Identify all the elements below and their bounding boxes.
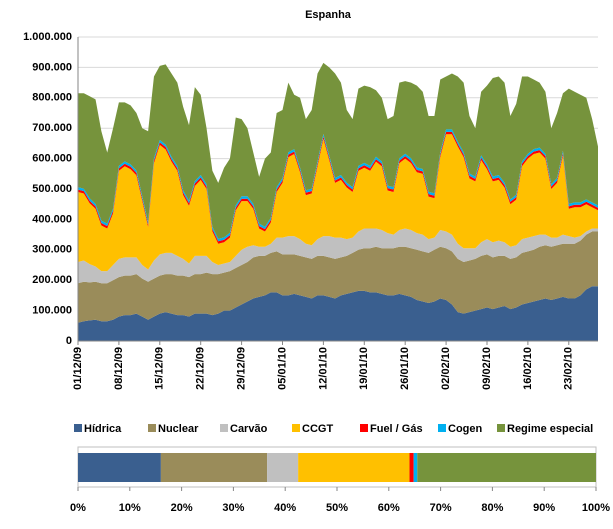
area: [78, 129, 598, 242]
x-tick-label: 08/12/09: [113, 347, 125, 390]
x-tick-label: 70%: [430, 502, 452, 514]
x-tick-label: 09/02/10: [481, 347, 493, 390]
legend-label: CCGT: [302, 423, 333, 435]
legend-swatch: [148, 424, 156, 432]
x-tick-label: 0%: [70, 502, 86, 514]
x-tick-label: 15/12/09: [154, 347, 166, 390]
area: [78, 131, 598, 244]
y-tick-label: 500.000: [32, 183, 72, 195]
bar-segment: [298, 453, 410, 482]
y-tick-label: 100.000: [32, 305, 72, 317]
legend-swatch: [292, 424, 300, 432]
area: [78, 286, 598, 341]
area: [78, 228, 598, 284]
y-tick-label: 900.000: [32, 61, 72, 73]
x-tick-label: 02/02/10: [440, 347, 452, 390]
x-tick-label: 29/12/09: [236, 347, 248, 390]
legend-label: Fuel / Gás: [370, 423, 423, 435]
x-tick-label: 30%: [222, 502, 244, 514]
area: [78, 134, 598, 272]
x-tick-label: 100%: [582, 502, 610, 514]
legend-swatch: [74, 424, 82, 432]
bar-segment: [417, 453, 596, 482]
bar-segment: [409, 453, 414, 482]
x-tick-label: 22/12/09: [195, 347, 207, 390]
x-tick-label: 12/01/10: [317, 347, 329, 390]
legend-label: Cogen: [448, 423, 483, 435]
bar-segment: [267, 453, 299, 482]
x-tick-label: 50%: [326, 502, 348, 514]
y-tick-label: 0: [66, 335, 72, 347]
legend-label: Carvão: [230, 423, 268, 435]
y-tick-label: 300.000: [32, 244, 72, 256]
x-tick-label: 40%: [274, 502, 296, 514]
y-tick-label: 400.000: [32, 213, 72, 225]
y-tick-label: 200.000: [32, 274, 72, 286]
bar-segment: [413, 453, 418, 482]
legend-label: Regime especial: [507, 423, 593, 435]
x-tick-label: 20%: [171, 502, 193, 514]
x-tick-label: 80%: [481, 502, 503, 514]
legend-label: Nuclear: [158, 423, 199, 435]
area: [78, 231, 598, 323]
legend-swatch: [438, 424, 446, 432]
x-tick-label: 01/12/09: [72, 347, 84, 390]
legend-swatch: [360, 424, 368, 432]
bar-segment: [78, 453, 161, 482]
x-tick-label: 23/02/10: [563, 347, 575, 390]
legend-label: Hídrica: [84, 423, 122, 435]
x-tick-label: 90%: [533, 502, 555, 514]
y-tick-label: 600.000: [32, 153, 72, 165]
x-tick-label: 26/01/10: [399, 347, 411, 390]
legend-swatch: [497, 424, 505, 432]
chart-title: Espanha: [305, 9, 352, 21]
y-tick-label: 700.000: [32, 122, 72, 134]
x-tick-label: 16/02/10: [522, 347, 534, 390]
legend-swatch: [220, 424, 228, 432]
x-tick-label: 19/01/10: [358, 347, 370, 390]
x-tick-label: 60%: [378, 502, 400, 514]
y-tick-label: 1.000.000: [23, 31, 72, 43]
bar-segment: [160, 453, 268, 482]
x-tick-label: 10%: [119, 502, 141, 514]
area: [78, 62, 598, 239]
x-tick-label: 05/01/10: [276, 347, 288, 390]
y-tick-label: 800.000: [32, 92, 72, 104]
